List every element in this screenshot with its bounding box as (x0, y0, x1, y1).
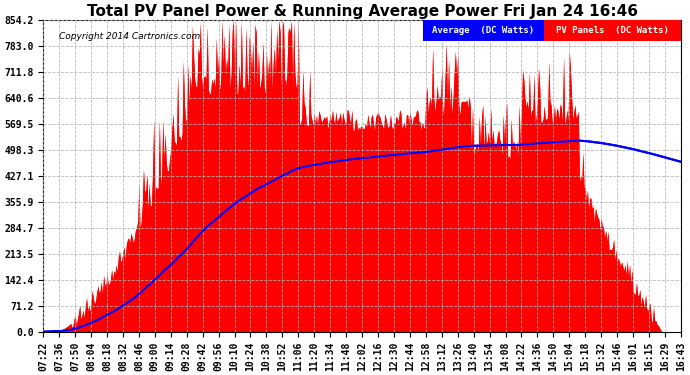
Text: Copyright 2014 Cartronics.com: Copyright 2014 Cartronics.com (59, 32, 200, 41)
Title: Total PV Panel Power & Running Average Power Fri Jan 24 16:46: Total PV Panel Power & Running Average P… (86, 4, 638, 19)
